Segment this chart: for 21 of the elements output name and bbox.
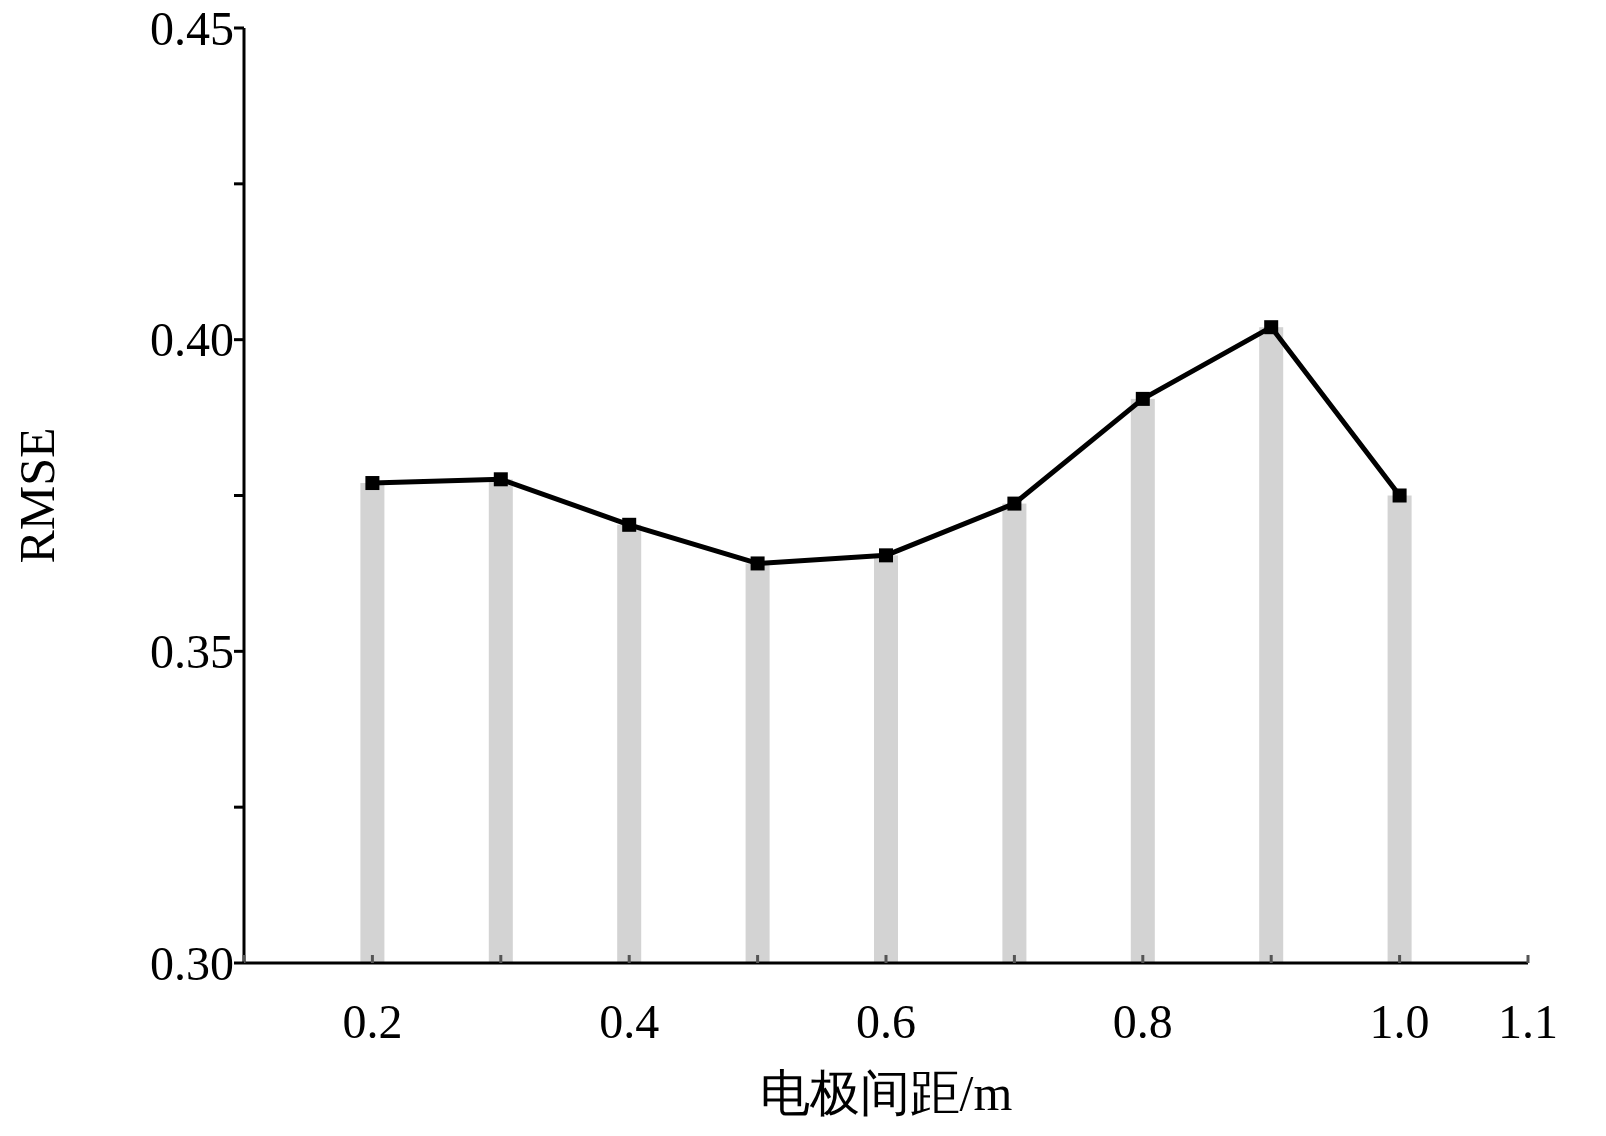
- y-tick-label: 0.30: [150, 936, 234, 990]
- x-tick-label: 1.0: [1369, 995, 1430, 1048]
- point: [750, 556, 765, 571]
- point: [879, 548, 893, 563]
- point: [1264, 320, 1279, 335]
- x-tick-label: 0.2: [342, 995, 403, 1048]
- y-tick-label: 0.35: [150, 625, 234, 679]
- x-tick-label: 0.6: [856, 995, 916, 1048]
- y-tick-label: 0.45: [150, 1, 234, 55]
- point: [1007, 496, 1022, 511]
- y-axis-title: RMSE: [9, 427, 65, 564]
- point: [493, 472, 508, 487]
- y-tick-label: 0.40: [150, 313, 234, 367]
- point: [1135, 391, 1150, 406]
- x-tick-label: 1.1: [1498, 995, 1558, 1048]
- point: [1392, 488, 1407, 503]
- x-axis-title: 电极间距/m: [759, 1065, 1013, 1121]
- x-tick-label: 0.8: [1112, 995, 1173, 1048]
- x-tick-label: 0.4: [599, 995, 660, 1048]
- point: [365, 476, 380, 491]
- point: [622, 517, 637, 532]
